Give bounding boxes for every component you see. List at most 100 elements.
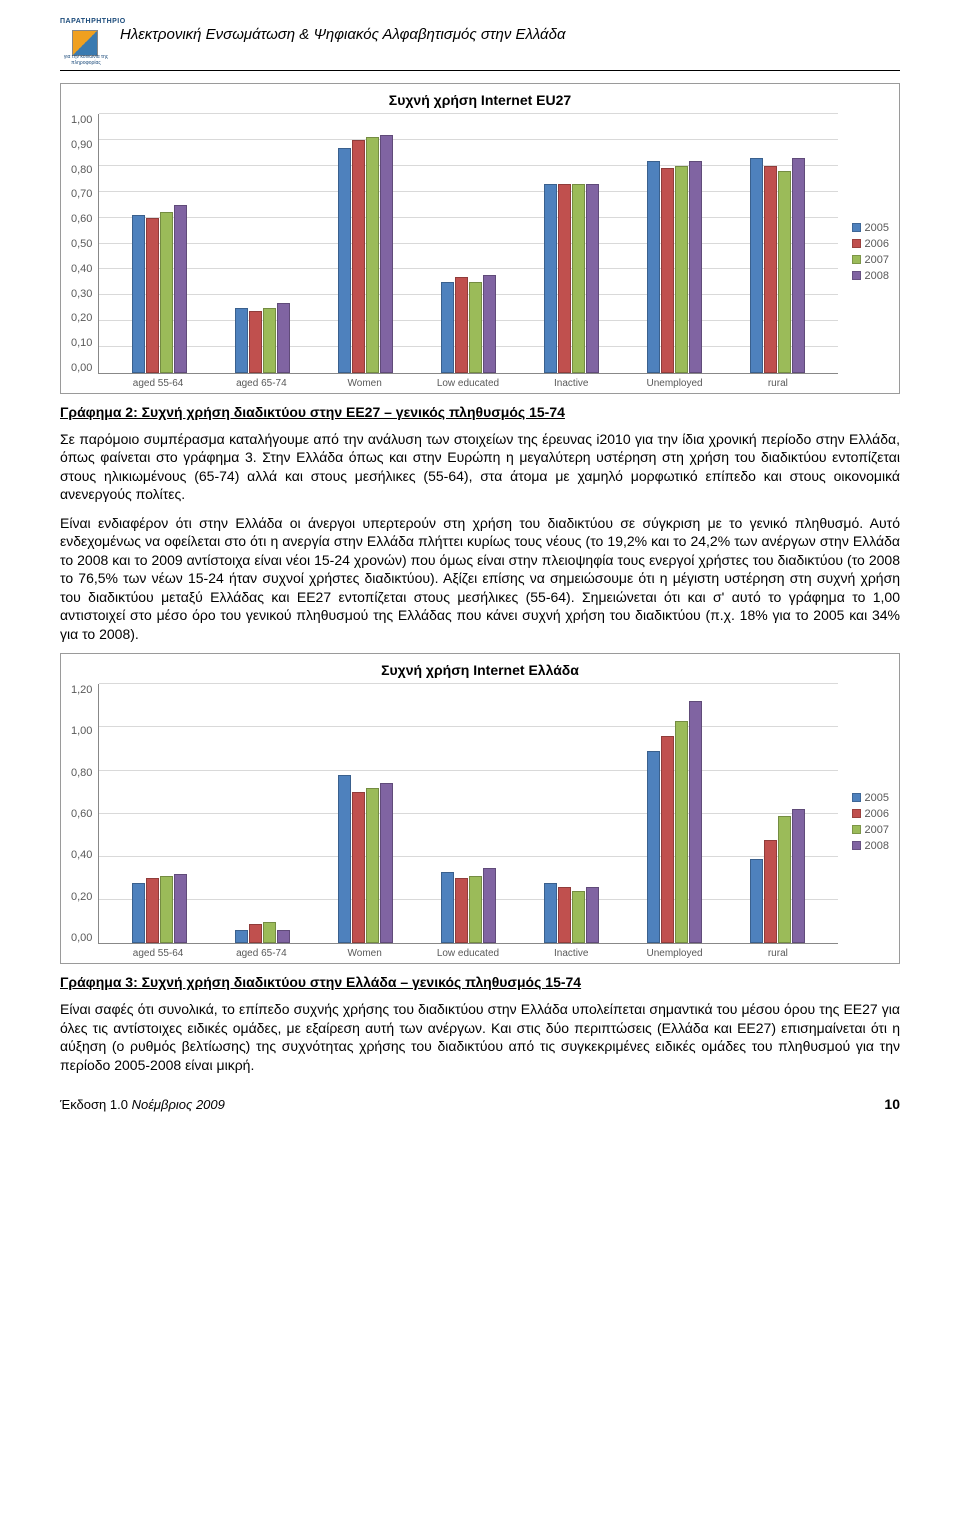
bar	[380, 783, 393, 943]
header-title: Ηλεκτρονική Ενσωμάτωση & Ψηφιακός Αλφαβη…	[120, 18, 566, 43]
bar	[441, 872, 454, 943]
bar	[160, 876, 173, 943]
legend-label: 2005	[865, 792, 889, 804]
y-tick-label: 0,60	[71, 213, 92, 225]
chart-greece: Συχνή χρήση Internet Ελλάδα 1,201,000,80…	[60, 653, 900, 964]
bar	[441, 282, 454, 373]
bar	[352, 140, 365, 373]
legend-swatch	[852, 841, 861, 850]
x-tick-label: aged 65-74	[210, 948, 313, 959]
x-tick-label: aged 55-64	[106, 948, 209, 959]
bar-group	[107, 684, 210, 943]
legend-swatch	[852, 271, 861, 280]
y-tick-label: 0,50	[71, 238, 92, 250]
legend-label: 2008	[865, 270, 889, 282]
bar	[469, 876, 482, 943]
bar	[647, 161, 660, 373]
paragraph-3: Είναι σαφές ότι συνολικά, το επίπεδο συχ…	[60, 1000, 900, 1074]
legend-item: 2008	[852, 840, 889, 852]
edition-label: Έκδοση 1.0	[60, 1097, 128, 1112]
x-tick-label: rural	[726, 948, 829, 959]
paragraph-1: Σε παρόμοιο συμπέρασμα καταλήγουμε από τ…	[60, 430, 900, 504]
bar	[352, 792, 365, 943]
chart-eu27-yaxis: 1,000,900,800,700,600,500,400,300,200,10…	[71, 114, 98, 374]
x-tick-label: Unemployed	[623, 948, 726, 959]
legend-label: 2007	[865, 254, 889, 266]
bar-group	[417, 684, 520, 943]
edition-date: Νοέμβριος 2009	[132, 1097, 225, 1112]
legend-swatch	[852, 239, 861, 248]
bar	[750, 158, 763, 373]
logo-mark	[72, 30, 98, 56]
bar-group	[726, 684, 829, 943]
bar	[689, 161, 702, 373]
bar	[675, 166, 688, 373]
y-tick-label: 0,70	[71, 188, 92, 200]
bar	[338, 775, 351, 943]
x-tick-label: Women	[313, 948, 416, 959]
bar	[544, 883, 557, 943]
chart-eu27-title: Συχνή χρήση Internet EU27	[71, 92, 889, 108]
bar	[263, 922, 276, 944]
bar	[792, 158, 805, 373]
bar	[572, 891, 585, 943]
bar	[778, 171, 791, 373]
bar	[235, 930, 248, 943]
legend-item: 2006	[852, 808, 889, 820]
bar	[132, 215, 145, 373]
y-tick-label: 0,30	[71, 288, 92, 300]
caption-chart2: Γράφημα 3: Συχνή χρήση διαδικτύου στην Ε…	[60, 974, 900, 990]
legend-label: 2006	[865, 238, 889, 250]
bar	[586, 887, 599, 943]
bar	[160, 212, 173, 373]
legend-item: 2008	[852, 270, 889, 282]
bar	[764, 840, 777, 944]
bar	[380, 135, 393, 373]
org-logo: ΠΑΡΑΤΗΡΗΤΗΡΙΟ για την κοινωνία της πληρο…	[60, 18, 112, 66]
bar	[469, 282, 482, 373]
logo-bottom-text: για την κοινωνία της πληροφορίας	[60, 54, 112, 66]
bar	[249, 924, 262, 943]
bar-group	[211, 114, 314, 373]
chart-greece-bars	[99, 684, 837, 943]
chart-eu27-xaxis: aged 55-64aged 65-74WomenLow educatedIna…	[98, 374, 837, 389]
bar-group	[623, 684, 726, 943]
chart-eu27: Συχνή χρήση Internet EU27 1,000,900,800,…	[60, 83, 900, 394]
bar	[792, 809, 805, 943]
bar	[483, 275, 496, 373]
bar-group	[726, 114, 829, 373]
chart-greece-body: 1,201,000,800,600,400,200,00 aged 55-64a…	[71, 684, 889, 959]
bar-group	[314, 114, 417, 373]
bar	[277, 303, 290, 373]
bar	[235, 308, 248, 373]
x-tick-label: Women	[313, 378, 416, 389]
bar	[544, 184, 557, 373]
bar	[277, 930, 290, 943]
chart-eu27-bars	[99, 114, 837, 373]
x-tick-label: rural	[726, 378, 829, 389]
page-footer: Έκδοση 1.0 Νοέμβριος 2009 10	[60, 1096, 900, 1112]
legend-swatch	[852, 809, 861, 818]
bar	[483, 868, 496, 944]
bar-group	[107, 114, 210, 373]
y-tick-label: 1,20	[71, 684, 92, 696]
bar-group	[211, 684, 314, 943]
bar	[689, 701, 702, 943]
y-tick-label: 0,80	[71, 164, 92, 176]
legend-item: 2006	[852, 238, 889, 250]
legend-swatch	[852, 255, 861, 264]
legend-swatch	[852, 825, 861, 834]
legend-label: 2007	[865, 824, 889, 836]
bar	[764, 166, 777, 373]
y-tick-label: 0,40	[71, 263, 92, 275]
y-tick-label: 0,00	[71, 932, 92, 944]
y-tick-label: 0,20	[71, 891, 92, 903]
y-tick-label: 0,80	[71, 767, 92, 779]
chart-greece-yaxis: 1,201,000,800,600,400,200,00	[71, 684, 98, 944]
bar-group	[623, 114, 726, 373]
y-tick-label: 0,60	[71, 808, 92, 820]
bar-group	[314, 684, 417, 943]
x-tick-label: Low educated	[416, 378, 519, 389]
paragraph-2: Είναι ενδιαφέρον ότι στην Ελλάδα οι άνερ…	[60, 514, 900, 643]
bar	[675, 721, 688, 943]
